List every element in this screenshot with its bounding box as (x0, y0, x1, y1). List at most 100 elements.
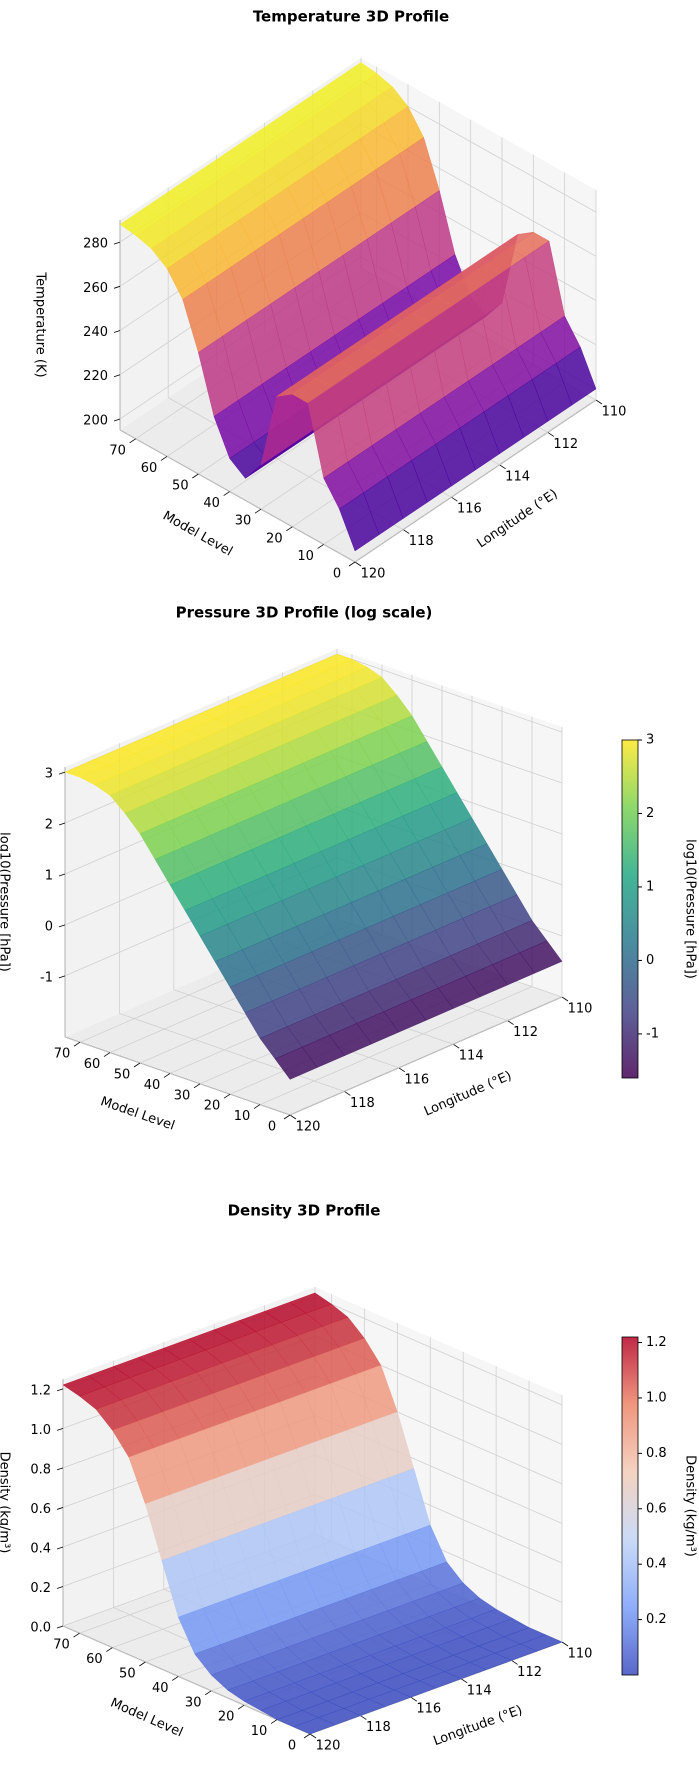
x-tick-label: 118 (350, 1096, 375, 1111)
y-tick-label: 20 (266, 531, 283, 546)
tick-mark (547, 432, 555, 437)
colorbar-tick-label: 0.6 (646, 1501, 667, 1516)
tick-mark (286, 526, 293, 532)
x-axis-label: Longitude (°E) (422, 1068, 514, 1119)
grid-line (354, 399, 597, 563)
chart-title: Temperature 3D Profile (253, 8, 449, 26)
grid-line (64, 1036, 291, 1116)
y-tick-label: 10 (234, 1109, 251, 1124)
tick-mark (56, 1467, 64, 1471)
colorbar-tick-label: 0 (646, 953, 654, 968)
grid-line (119, 1013, 345, 1092)
x-axis-label: Longitude (°E) (431, 1703, 524, 1749)
z-tick-label: 2 (45, 818, 53, 833)
z-axis-label: Density (kg/m³) (0, 1452, 12, 1554)
z-tick-label: 220 (83, 369, 108, 384)
colorbar-tick-label: 2 (646, 806, 654, 821)
tick-mark (56, 1428, 64, 1431)
z-tick-label: -1 (40, 970, 53, 985)
x-tick-label: 114 (459, 1049, 484, 1064)
tick-mark (56, 1388, 64, 1392)
z-tick-label: 260 (83, 281, 108, 296)
y-tick-label: 60 (86, 1652, 103, 1667)
x-tick-label: 116 (416, 1702, 441, 1717)
y-tick-label: 40 (203, 496, 220, 511)
z-tick-label: 0.8 (30, 1462, 51, 1477)
x-tick-label: 114 (505, 469, 530, 484)
y-axis-label: Model Level (98, 1094, 176, 1134)
y-tick-label: 40 (152, 1681, 169, 1696)
tick-mark (499, 464, 506, 470)
y-tick-label: 20 (218, 1710, 235, 1725)
tick-mark (237, 1704, 245, 1710)
x-tick-label: 120 (296, 1120, 321, 1135)
colorbar-tick-label: -1 (646, 1026, 659, 1041)
tick-mark (113, 330, 121, 333)
tick-mark (103, 1052, 111, 1057)
x-tick-label: 112 (513, 1025, 538, 1040)
y-tick-label: 0 (288, 1739, 296, 1754)
grid-line (119, 429, 356, 563)
tick-mark (360, 1715, 367, 1720)
grid-line (289, 996, 563, 1116)
tick-mark (204, 1690, 212, 1696)
chart-title: Pressure 3D Profile (log scale) (176, 604, 433, 622)
tick-mark (56, 1625, 64, 1629)
tick-mark (344, 1091, 351, 1096)
grid-line (336, 653, 563, 733)
panel: Density 3D Profile 110 112 114 116 118 120 0 10 2… (0, 1202, 698, 1754)
y-tick-label: 60 (141, 461, 158, 476)
tick-mark (398, 1067, 406, 1073)
tick-mark (56, 1546, 64, 1550)
tick-mark (561, 996, 569, 1002)
tick-mark (223, 491, 230, 496)
y-tick-label: 40 (144, 1078, 161, 1093)
z-tick-label: 3 (45, 767, 53, 782)
tick-mark (348, 561, 356, 567)
tick-mark (133, 1062, 141, 1068)
x-tick-label: 116 (457, 502, 482, 517)
colorbar-label: Density (kg/m³) (683, 1455, 698, 1557)
colorbar-tick-label: 1 (646, 879, 654, 894)
colorbar (621, 1336, 639, 1676)
surface-patch (292, 1717, 336, 1735)
tick-mark (73, 1041, 81, 1047)
tick-mark (113, 374, 121, 378)
tick-mark (402, 529, 410, 534)
y-tick-label: 10 (251, 1724, 268, 1739)
x-tick-label: 114 (467, 1683, 492, 1698)
tick-mark (309, 1733, 317, 1739)
tick-mark (113, 418, 121, 422)
tick-mark (113, 241, 121, 245)
tick-mark (253, 1104, 261, 1109)
z-tick-label: 0.0 (30, 1621, 51, 1636)
colorbar-tick-label: 0.4 (646, 1557, 667, 1572)
tick-mark (58, 873, 66, 877)
y-tick-label: 50 (119, 1667, 136, 1682)
tick-mark (452, 1043, 460, 1049)
tick-mark (129, 438, 136, 444)
z-axis-label: Temperature (K) (33, 271, 48, 377)
tick-mark (163, 1073, 171, 1078)
x-axis-label: Longitude (°E) (474, 487, 560, 552)
y-tick-label: 50 (114, 1068, 131, 1083)
z-tick-label: 0.6 (30, 1502, 51, 1517)
y-tick-label: 30 (174, 1088, 191, 1103)
tick-mark (595, 399, 603, 405)
tick-mark (303, 1733, 311, 1739)
tick-mark (58, 924, 66, 928)
x-tick-label: 118 (409, 534, 434, 549)
tick-mark (73, 1632, 80, 1638)
tick-mark (283, 1114, 291, 1120)
z-tick-label: 1 (45, 868, 53, 883)
tick-mark (192, 473, 199, 479)
tick-mark (354, 561, 362, 567)
tick-mark (289, 1114, 297, 1120)
tick-mark (113, 285, 121, 289)
tick-mark (58, 822, 66, 826)
colorbar-tick-label: 0.2 (646, 1612, 667, 1627)
tick-mark (193, 1083, 201, 1089)
tick-mark (451, 496, 458, 502)
colorbar-label: log10(Pressure [hPa]) (683, 839, 698, 979)
